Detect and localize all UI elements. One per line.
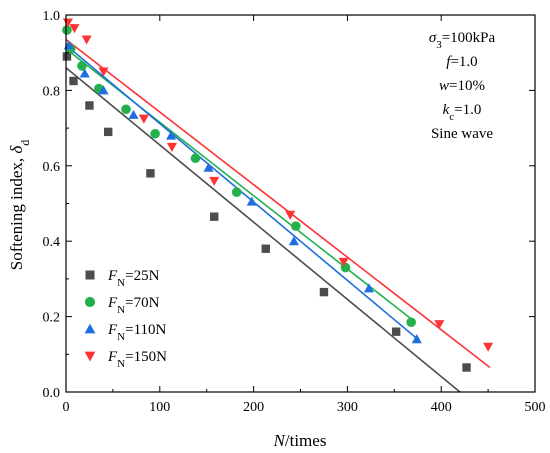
data-point xyxy=(363,283,375,293)
fit-lines xyxy=(65,38,491,393)
legend-marker xyxy=(84,323,96,334)
data-point xyxy=(62,25,72,35)
data-point xyxy=(166,142,178,152)
x-tick-label: 200 xyxy=(243,400,264,415)
data-point xyxy=(434,320,445,330)
legend: FN=25N FN=70N FN=110N FN=150N xyxy=(84,268,167,370)
data-point xyxy=(128,109,139,119)
y-tick-label: 0.6 xyxy=(43,160,61,175)
legend-marker xyxy=(84,296,96,308)
legend-label: FN=110N xyxy=(107,322,167,343)
data-point xyxy=(69,24,80,34)
legend-marker xyxy=(85,270,95,280)
data-point xyxy=(138,114,149,124)
fit-line xyxy=(65,38,491,369)
annotation-line: kc=1.0 xyxy=(443,102,482,123)
data-point xyxy=(288,236,299,246)
data-point xyxy=(62,18,73,28)
axes: 0 100 200 300 400 500 0.0 0.2 0.4 0.6 0.8 1.0 xyxy=(43,9,546,415)
data-point xyxy=(209,176,220,186)
data-point xyxy=(69,76,78,86)
legend-label: FN=70N xyxy=(107,295,160,316)
annotation-line: Sine wave xyxy=(431,126,493,142)
data-point xyxy=(98,85,109,95)
data-point xyxy=(146,169,155,178)
data-point xyxy=(150,128,160,139)
data-point xyxy=(411,334,422,344)
data-point xyxy=(338,257,349,267)
data-point xyxy=(79,68,90,78)
x-tick-label: 0 xyxy=(63,400,70,415)
data-point xyxy=(231,187,242,197)
data-point xyxy=(291,221,301,231)
data-point xyxy=(166,130,177,140)
data-point xyxy=(261,244,270,253)
data-point xyxy=(104,127,113,137)
data-point xyxy=(319,287,329,297)
fit-line xyxy=(65,44,419,340)
data-point xyxy=(210,212,219,221)
annotation-line: σ3=100kPa xyxy=(429,30,496,51)
x-tick-label: 300 xyxy=(337,400,358,415)
data-point xyxy=(203,162,214,172)
x-axis-title: N/times xyxy=(273,431,327,450)
y-tick-label: 0.2 xyxy=(43,311,61,326)
test-conditions-annotation: σ3=100kPa f=1.0 w=10% kc=1.0 Sine wave xyxy=(429,30,496,142)
x-tick-label: 500 xyxy=(525,400,546,415)
data-point xyxy=(77,61,87,71)
annotation-line: w=10% xyxy=(439,78,485,94)
data-point xyxy=(483,342,494,352)
legend-marker xyxy=(84,351,96,362)
x-tick-label: 400 xyxy=(431,400,452,415)
legend-label: FN=150N xyxy=(107,349,167,370)
data-point xyxy=(62,52,72,61)
y-tick-label: 0.4 xyxy=(43,235,61,250)
y-tick-label: 1.0 xyxy=(43,9,61,24)
x-tick-label: 100 xyxy=(149,400,170,415)
data-point xyxy=(190,153,201,164)
data-point xyxy=(391,327,401,336)
y-axis-title: Softening index, δd xyxy=(7,140,32,271)
fit-line xyxy=(65,67,461,393)
data-point xyxy=(98,67,109,77)
legend-label: FN=25N xyxy=(107,268,160,289)
data-point xyxy=(85,101,94,110)
annotation-line: f=1.0 xyxy=(446,54,477,70)
data-point xyxy=(406,317,416,328)
data-point xyxy=(246,196,257,206)
data-point xyxy=(462,363,471,372)
data-point xyxy=(121,104,131,115)
y-tick-label: 0.0 xyxy=(43,386,61,401)
data-point xyxy=(81,35,92,45)
data-points xyxy=(62,18,494,372)
y-tick-label: 0.8 xyxy=(43,84,61,99)
data-point xyxy=(285,210,296,220)
